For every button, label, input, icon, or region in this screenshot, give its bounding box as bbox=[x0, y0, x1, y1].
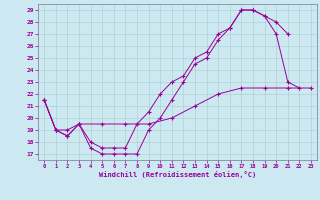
X-axis label: Windchill (Refroidissement éolien,°C): Windchill (Refroidissement éolien,°C) bbox=[99, 171, 256, 178]
